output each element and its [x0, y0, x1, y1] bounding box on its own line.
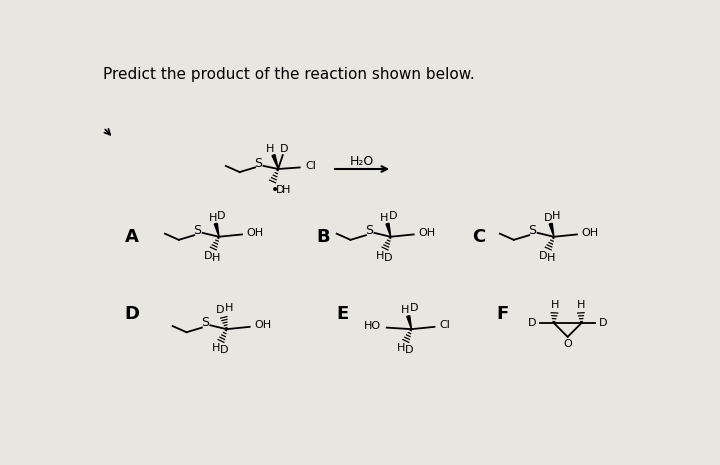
Text: D: D [410, 303, 418, 313]
Text: H: H [225, 303, 233, 313]
Polygon shape [272, 155, 279, 169]
Text: Predict the product of the reaction shown below.: Predict the product of the reaction show… [104, 67, 475, 82]
Text: H: H [397, 343, 405, 353]
Text: D: D [216, 305, 225, 315]
Text: H: H [282, 185, 290, 195]
Text: S: S [365, 224, 373, 237]
Text: OH: OH [418, 228, 436, 238]
Text: H: H [209, 213, 217, 222]
Text: D: D [598, 318, 607, 328]
Text: Cl: Cl [305, 161, 316, 171]
Text: HO: HO [364, 321, 381, 331]
Text: H: H [401, 305, 410, 315]
Text: H: H [577, 300, 585, 310]
Text: D: D [539, 251, 547, 261]
Text: S: S [528, 224, 536, 237]
Text: D: D [384, 252, 392, 263]
Text: B: B [316, 228, 330, 246]
Text: Cl: Cl [439, 320, 450, 330]
Text: D: D [217, 211, 225, 221]
Text: E: E [336, 305, 348, 323]
Text: H: H [380, 213, 389, 222]
Text: H: H [376, 251, 384, 261]
Text: D: D [405, 345, 413, 355]
Text: .: . [211, 251, 215, 261]
Text: H₂O: H₂O [350, 155, 374, 168]
Text: OH: OH [246, 228, 264, 238]
Polygon shape [549, 223, 554, 237]
Text: F: F [496, 305, 508, 323]
Text: D: D [280, 144, 289, 154]
Text: S: S [254, 157, 262, 170]
Text: H: H [212, 343, 220, 353]
Text: H: H [266, 144, 274, 154]
Text: D: D [528, 318, 537, 328]
Text: D: D [389, 211, 397, 221]
Text: D: D [220, 345, 228, 355]
Polygon shape [386, 223, 391, 237]
Text: O: O [563, 339, 572, 349]
Text: OH: OH [582, 228, 598, 238]
Text: H: H [547, 252, 556, 263]
Text: H: H [212, 252, 221, 263]
Polygon shape [215, 223, 219, 237]
Text: C: C [472, 228, 485, 246]
Text: S: S [201, 317, 209, 330]
Text: H: H [550, 300, 559, 310]
Text: H: H [552, 211, 560, 221]
Text: D: D [544, 213, 552, 222]
Text: S: S [193, 224, 202, 237]
Text: OH: OH [254, 320, 271, 330]
Text: A: A [125, 228, 139, 246]
Text: D: D [125, 305, 140, 323]
Text: D: D [276, 185, 284, 195]
Text: D: D [204, 251, 212, 261]
Polygon shape [407, 316, 412, 329]
Text: •: • [271, 183, 279, 197]
